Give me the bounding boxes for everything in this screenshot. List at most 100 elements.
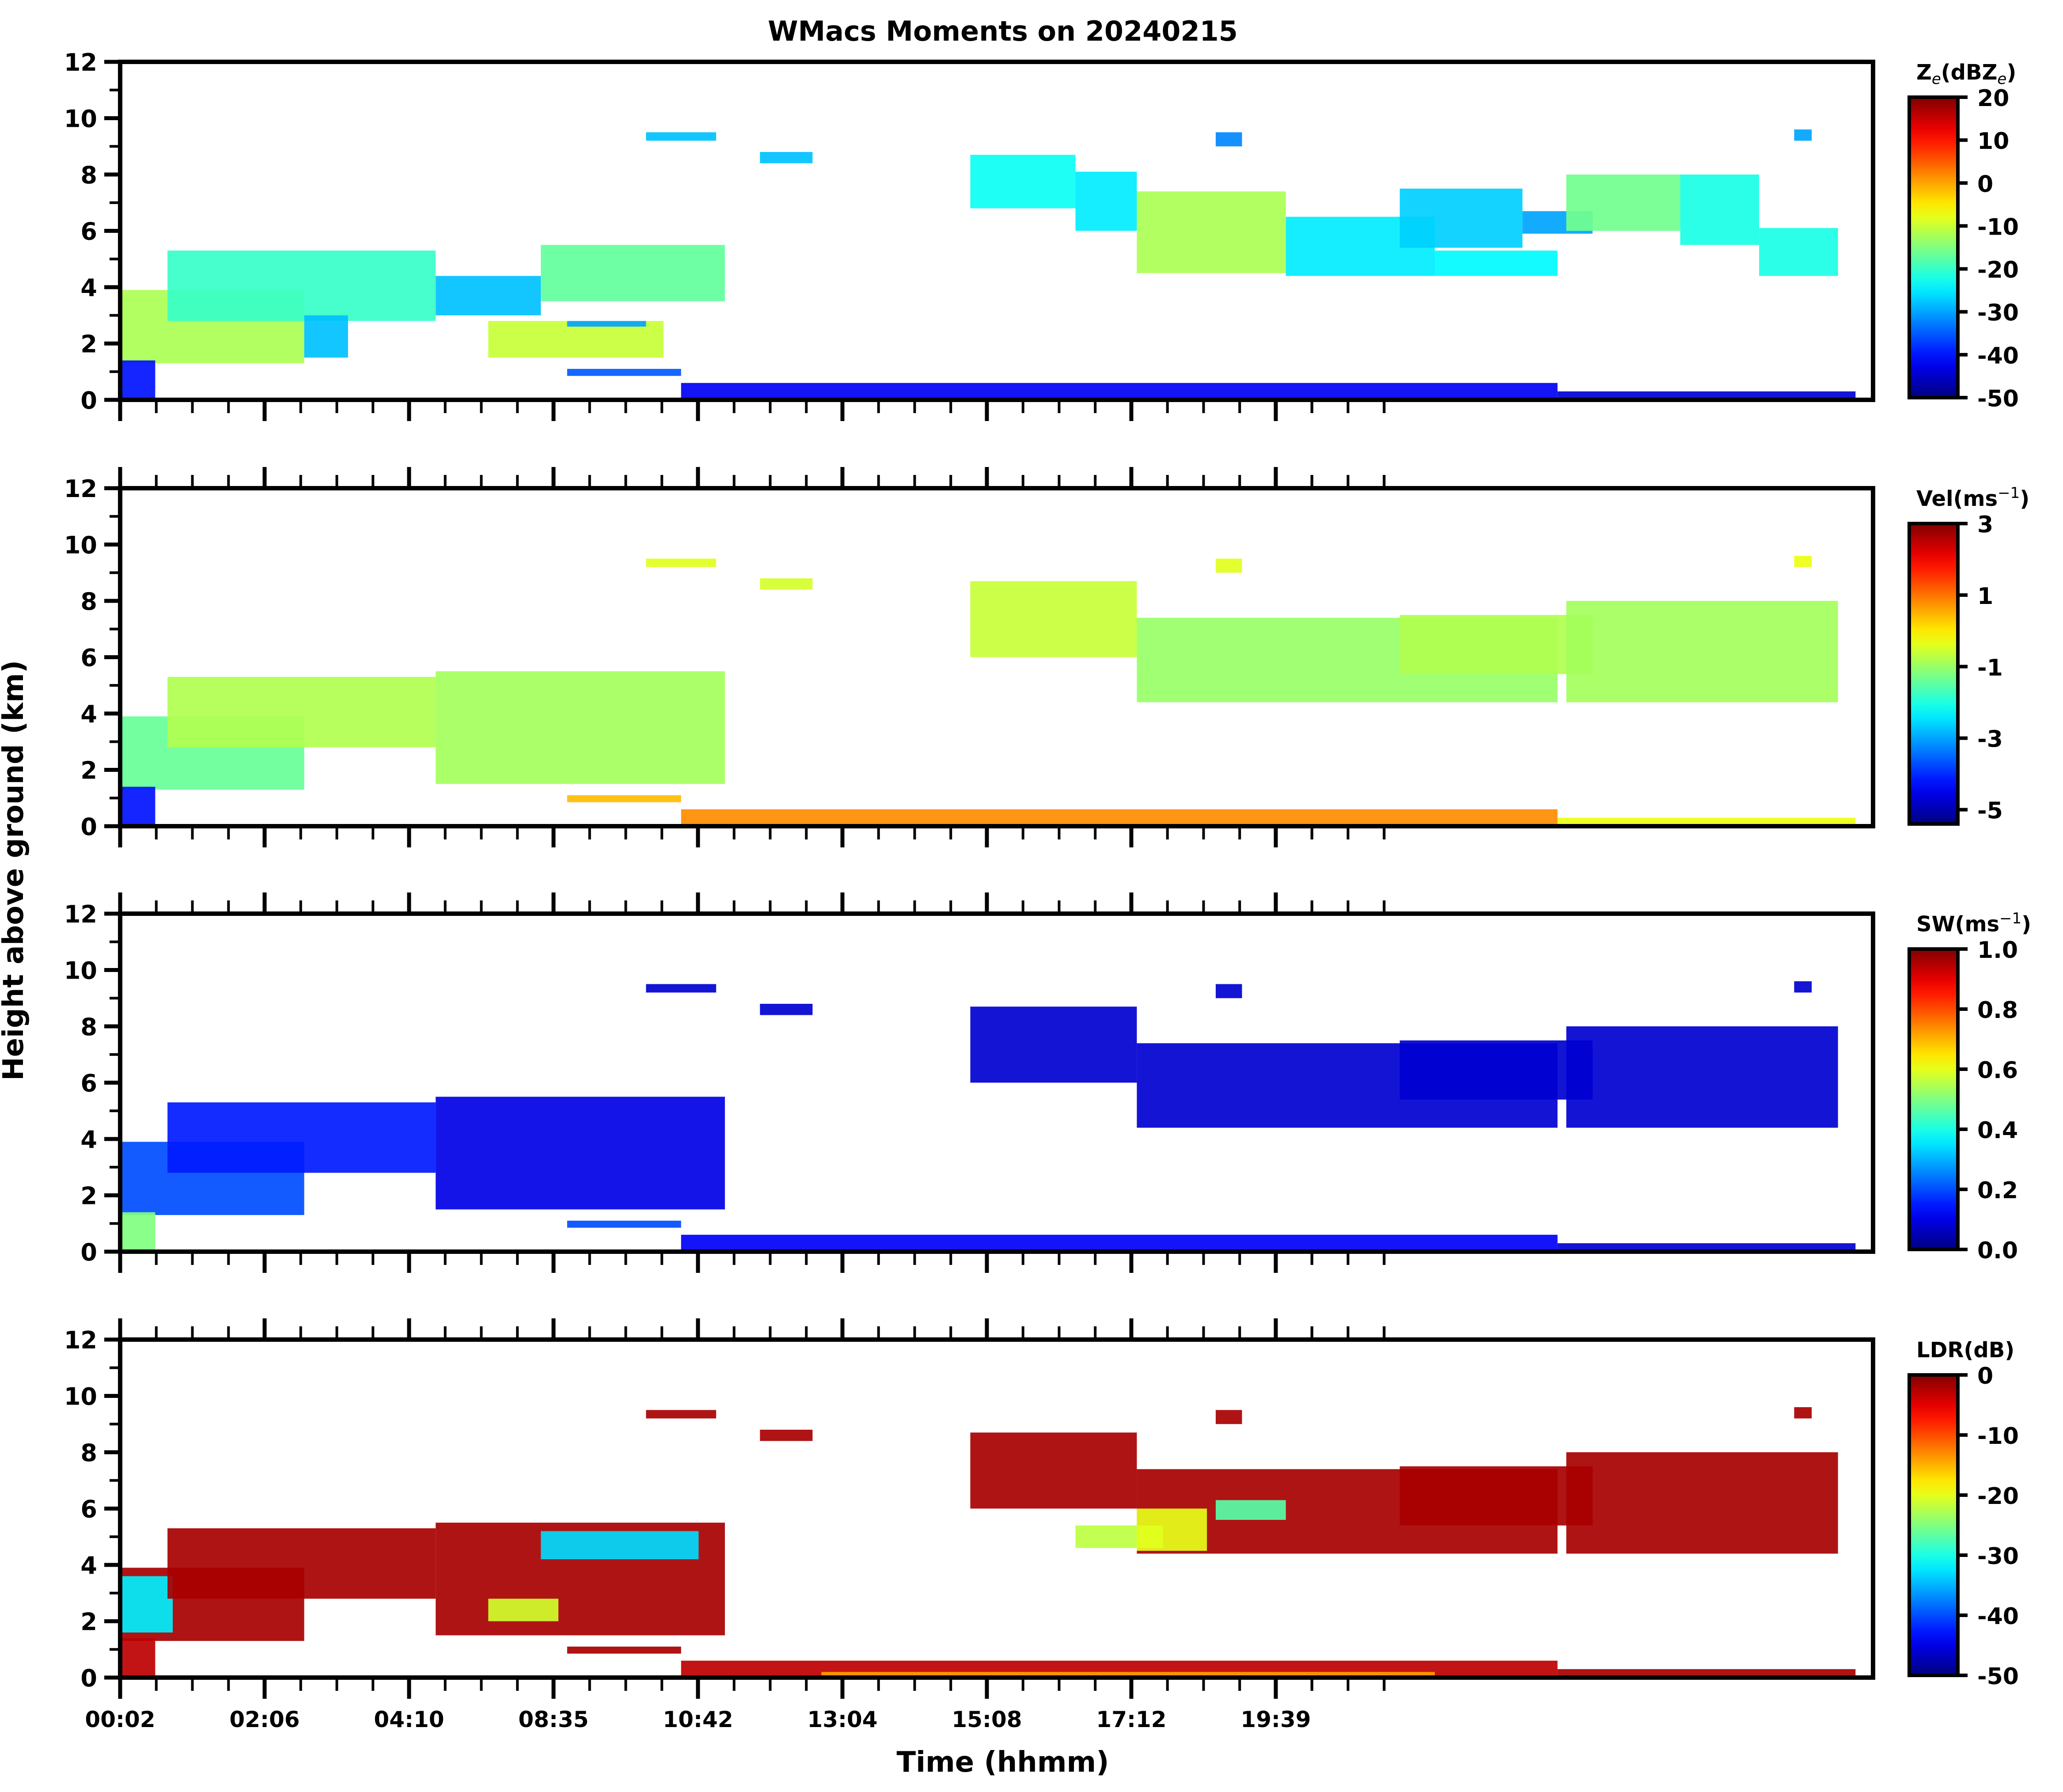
x-tick-label: 19:39 [1240,1707,1311,1732]
echo-region [1759,228,1838,276]
y-tick-label: 6 [80,218,97,246]
colorbar-tick-label: -3 [1977,726,2003,753]
echo-region [760,578,813,590]
echo-region [970,155,1076,209]
y-tick-label: 4 [80,274,97,302]
y-tick-label: 10 [64,1383,97,1411]
x-tick-label: 08:35 [518,1707,588,1732]
echo-region [970,1006,1137,1083]
colorbar-tick-label: 20 [1977,85,2009,112]
y-tick-label: 6 [80,1070,97,1097]
echo-region [646,984,717,993]
echo-region [120,360,155,400]
x-tick-label: 17:12 [1096,1707,1166,1732]
y-tick-label: 2 [80,1182,97,1210]
x-tick-label: 10:42 [663,1707,733,1732]
echo-region [1794,556,1812,567]
colorbar-tick-label: -5 [1977,798,2003,824]
echo-region [167,251,436,321]
colorbar-tick-label: -50 [1977,386,2019,412]
colorbar-tick-label: 0 [1977,171,1993,197]
echo-region [436,671,725,784]
echo-region [970,581,1137,657]
echo-region [167,1102,436,1173]
colorbar-tick-label: -20 [1977,1483,2019,1510]
echo-region [304,315,348,358]
figure-title: WMacs Moments on 20240215 [768,15,1238,47]
y-tick-label: 6 [80,644,97,672]
echo-region [681,383,1558,400]
y-tick-label: 0 [80,1664,97,1692]
y-tick-label: 8 [80,588,97,615]
echo-region [567,1220,681,1228]
y-tick-label: 4 [80,1126,97,1154]
y-tick-label: 10 [64,957,97,985]
echo-region [1399,188,1523,248]
echo-region [1216,132,1242,147]
colorbar-tick-label: -40 [1977,1603,2019,1630]
colorbar-tick-label: 0 [1977,1363,1993,1390]
echo-region [567,321,646,327]
y-tick-label: 10 [64,105,97,133]
echo-region [567,795,681,802]
echo-region [760,1004,813,1015]
colorbar-tick-label: -20 [1977,257,2019,284]
y-axis-label: Height above ground (km) [0,660,30,1081]
echo-region [1399,615,1593,674]
echo-region [1137,1508,1207,1551]
echo-region [541,1531,699,1560]
colorbar [1908,1373,1960,1677]
y-tick-label: 2 [80,330,97,358]
colorbar-tick-label: -1 [1977,655,2003,681]
echo-region [1566,1452,1838,1554]
echo-region [1566,601,1838,702]
echo-region [1399,1466,1593,1526]
colorbar-tick-label: 0.8 [1977,997,2018,1024]
echo-region [120,1638,155,1678]
echo-region [1137,191,1286,273]
colorbar-tick-label: -50 [1977,1663,2019,1690]
y-tick-label: 4 [80,700,97,728]
colorbar-tick-label: 10 [1977,128,2009,155]
colorbar-tick-label: 0.2 [1977,1177,2018,1204]
colorbar-tick-label: 1 [1977,583,1993,610]
echo-region [567,1646,681,1654]
y-tick-label: 8 [80,161,97,189]
colorbar-tick-label: 1.0 [1977,937,2018,964]
colorbar-tick-label: 0.0 [1977,1238,2018,1264]
colorbar-label: Ze(dBZe) [1916,60,2016,88]
echo-region [541,245,725,301]
echo-region [567,368,681,376]
colorbar-tick-label: 0.6 [1977,1057,2018,1084]
echo-region [760,152,813,163]
y-tick-label: 10 [64,532,97,559]
x-axis-label: Time (hhmm) [897,1746,1109,1779]
echo-region [167,677,436,748]
colorbar [1908,947,1960,1251]
echo-region [1075,171,1137,231]
x-tick-label: 00:02 [85,1707,155,1732]
x-tick-label: 02:06 [229,1707,300,1732]
echo-region [1566,1026,1838,1128]
echo-region [436,276,541,315]
y-tick-label: 8 [80,1013,97,1041]
y-tick-label: 0 [80,387,97,414]
y-tick-label: 12 [64,1326,97,1354]
echo-region [120,786,155,826]
echo-region [646,558,717,567]
colorbar-tick-label: -30 [1977,1543,2019,1570]
x-tick-label: 13:04 [807,1707,877,1732]
echo-region [1794,1407,1812,1419]
echo-region [646,132,717,141]
y-tick-label: 12 [64,900,97,928]
echo-region [1399,1040,1593,1100]
colorbar-tick-label: -30 [1977,300,2019,327]
echo-region [681,1234,1558,1252]
y-tick-label: 2 [80,757,97,785]
colorbar-tick-label: -40 [1977,343,2019,369]
echo-region [436,1097,725,1210]
echo-region [1216,1500,1286,1520]
colorbar-tick-label: -10 [1977,1423,2019,1450]
y-tick-label: 4 [80,1552,97,1579]
